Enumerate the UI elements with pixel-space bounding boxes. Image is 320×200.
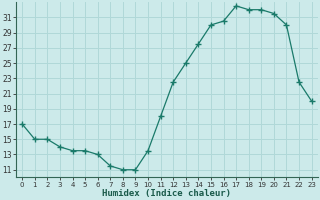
X-axis label: Humidex (Indice chaleur): Humidex (Indice chaleur)	[102, 189, 231, 198]
